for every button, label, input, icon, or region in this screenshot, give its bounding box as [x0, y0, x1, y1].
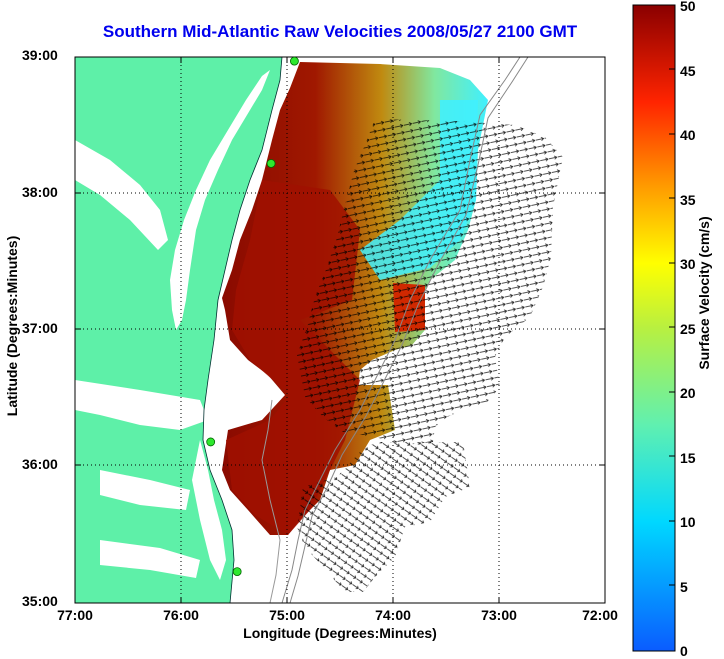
bay-water — [100, 470, 190, 510]
x-tick-label: 75:00 — [269, 607, 305, 623]
colorbar-tick-label: 5 — [680, 579, 688, 595]
colorbar-ticks — [669, 68, 675, 586]
bay-water — [75, 380, 208, 430]
chart-title: Southern Mid-Atlantic Raw Velocities 200… — [102, 22, 578, 41]
x-tick-label: 72:00 — [582, 607, 618, 623]
bathymetry-contour — [289, 57, 529, 603]
x-axis-label: Longitude (Degrees:Minutes) — [243, 625, 437, 641]
colorbar-tick-label: 15 — [680, 450, 696, 466]
x-tick-label: 77:00 — [57, 607, 93, 623]
bay-water — [192, 440, 226, 580]
plot-frame — [74, 56, 606, 604]
tick-marks — [75, 57, 605, 603]
station-marker — [232, 567, 242, 577]
station-marker — [290, 56, 299, 66]
bay-water — [170, 70, 270, 330]
x-tick-label: 74:00 — [375, 607, 411, 623]
colorbar-tick-label: 30 — [680, 256, 696, 272]
colorbar-tick-label: 35 — [680, 192, 696, 208]
colorbar-tick-label: 20 — [680, 385, 696, 401]
bay-water — [75, 140, 168, 250]
station-marker — [266, 159, 276, 168]
colorbar-tick-label: 40 — [680, 127, 696, 143]
colorbar-tick-label: 25 — [680, 321, 696, 337]
colorbar-tick-label: 10 — [680, 514, 696, 530]
colorbar-tick-label: 45 — [680, 63, 696, 79]
x-tick-label: 73:00 — [481, 607, 517, 623]
colorbar-tick-label: 0 — [680, 643, 688, 659]
y-tick-label: 37:00 — [22, 320, 58, 336]
station-markers — [206, 56, 299, 577]
grid-lines — [75, 57, 605, 603]
bathymetry-contour — [281, 57, 521, 603]
station-marker — [206, 437, 216, 447]
coastline — [202, 57, 283, 603]
x-tick-label: 76:00 — [163, 607, 199, 623]
colorbar-tick-label: 50 — [680, 0, 696, 14]
y-tick-label: 38:00 — [22, 184, 58, 200]
bathymetry-contour — [261, 399, 281, 603]
colorbar — [632, 4, 676, 652]
y-tick-label: 35:00 — [22, 593, 58, 609]
y-tick-label: 39:00 — [22, 47, 58, 63]
y-tick-label: 36:00 — [22, 456, 58, 472]
bay-water — [100, 540, 200, 578]
